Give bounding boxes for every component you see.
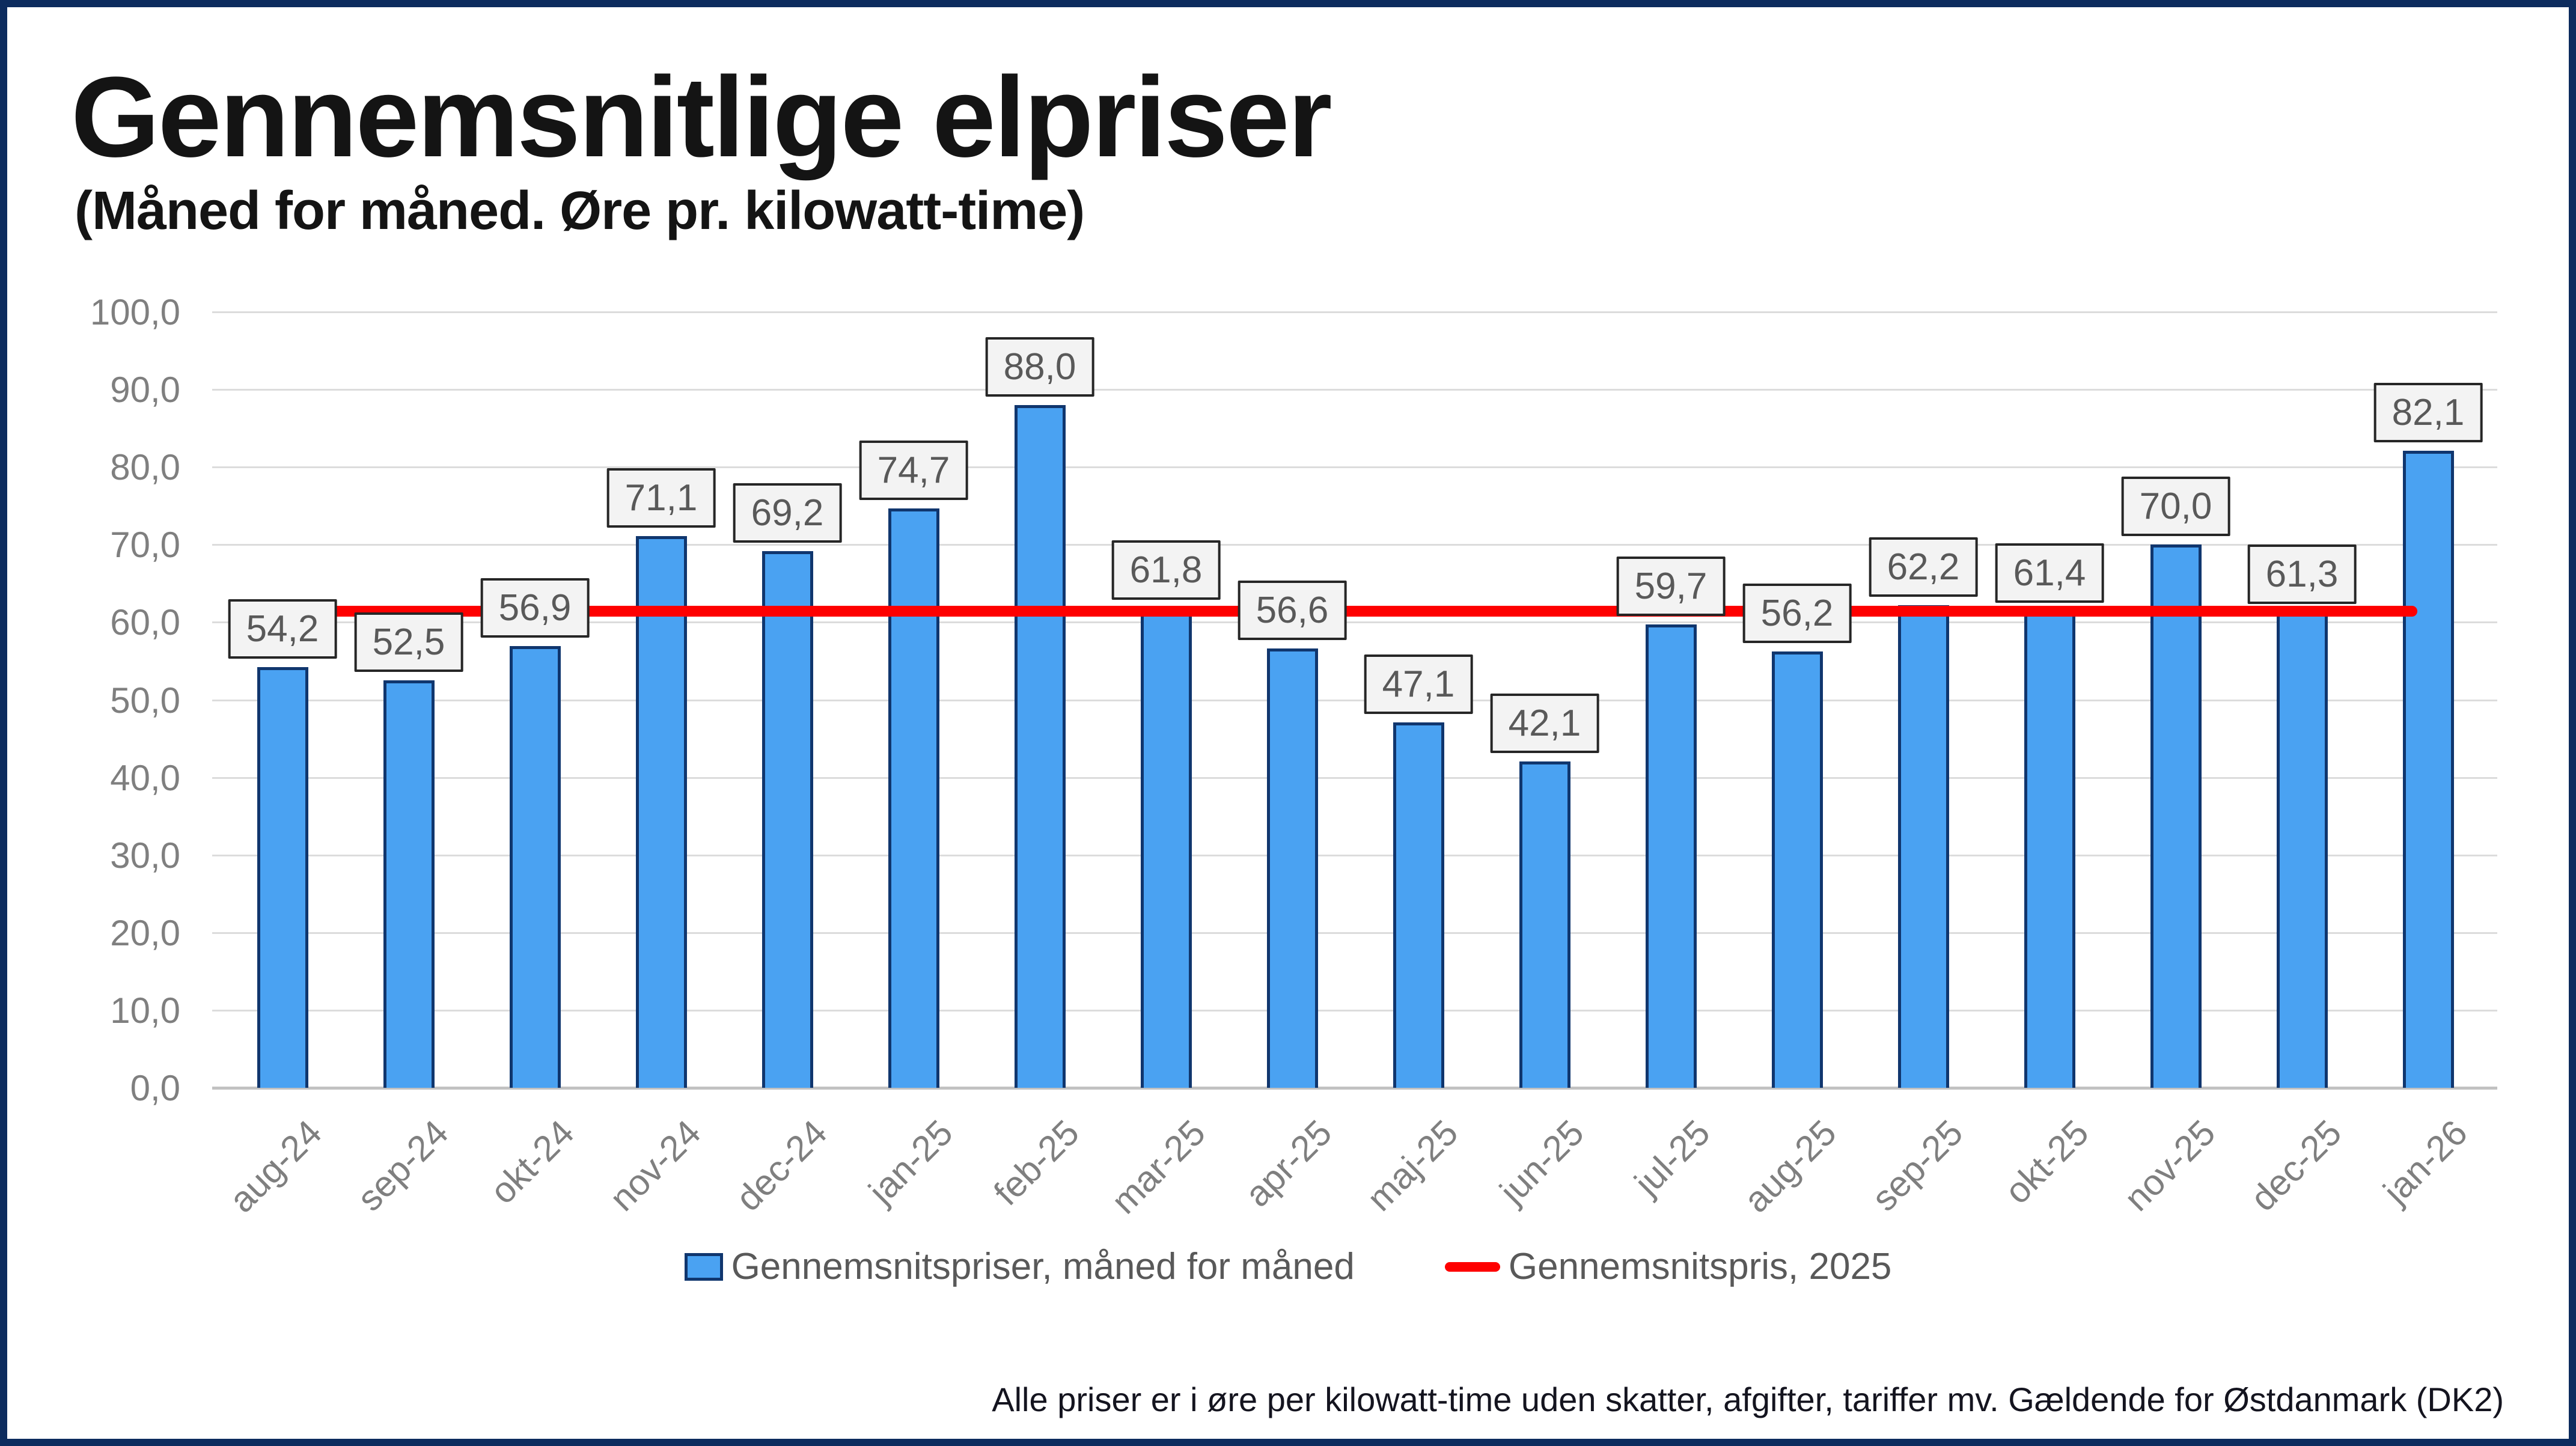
bar-value-label: 56,9 [480,578,590,638]
bar-value-label: 59,7 [1616,557,1726,617]
bar-okt-24 [509,646,561,1088]
y-tick-label: 80,0 [110,447,180,488]
bar-value-label: 71,1 [606,468,716,528]
bar-value-label: 61,4 [1995,543,2104,603]
bar-jun-25 [1519,761,1570,1088]
x-tick-label: mar-25 [1103,1112,1213,1222]
y-tick-label: 0,0 [130,1068,180,1108]
bar-sep-24 [383,680,435,1088]
footnote: Alle priser er i øre per kilowatt-time u… [992,1380,2504,1418]
bar-value-label: 88,0 [985,337,1094,397]
y-tick-label: 20,0 [110,912,180,953]
bar-value-label: 61,3 [2247,544,2357,604]
y-tick-label: 10,0 [110,990,180,1031]
y-tick-label: 100,0 [90,292,180,332]
x-tick-label: aug-24 [221,1112,330,1221]
x-tick-label: feb-25 [986,1112,1087,1213]
page-title: Gennemsnitlige elpriser [71,53,1332,181]
bar-value-label: 61,8 [1111,540,1221,600]
x-tick-label: sep-24 [349,1112,456,1219]
legend-item-line: Gennemsnitspris, 2025 [1444,1245,1892,1288]
average-price-line [282,606,2417,617]
bar-nov-25 [2150,545,2202,1088]
x-tick-label: dec-24 [727,1112,835,1219]
bar-mar-25 [1140,608,1192,1088]
x-tick-label: nov-25 [2116,1112,2223,1219]
bar-maj-25 [1393,722,1444,1088]
bar-value-label: 42,1 [1490,693,1599,753]
bar-value-label: 56,2 [1742,584,1852,644]
gridline [212,776,2497,779]
chart-plot-area: 0,0 10,0 20,0 30,0 40,0 50,0 60,0 70,0 80,0 90,0 1… [90,292,2497,1221]
bar-jul-25 [1645,624,1697,1088]
x-tick-label: okt-24 [482,1112,582,1212]
bar-apr-25 [1266,648,1318,1088]
chart-legend: Gennemsnitspriser, måned for måned Genne… [0,1245,2576,1288]
gridline [212,621,2497,624]
line-series-swatch-icon [1444,1261,1500,1272]
bar-aug-25 [1771,651,1823,1088]
bar-feb-25 [1014,404,1066,1088]
gridline [212,389,2497,391]
gridline [212,854,2497,856]
bar-value-label: 62,2 [1869,537,1978,597]
bar-value-label: 70,0 [2121,477,2230,537]
bar-value-label: 47,1 [1364,654,1473,714]
y-tick-label: 60,0 [110,602,180,643]
y-tick-label: 30,0 [110,835,180,876]
legend-bars-label: Gennemsnitspriser, måned for måned [731,1246,1355,1287]
bar-value-label: 54,2 [228,599,337,659]
bar-aug-24 [257,667,308,1088]
gridline [212,1009,2497,1011]
x-tick-label: okt-25 [1997,1112,2097,1212]
gridline [212,699,2497,701]
x-tick-label: jan-26 [2375,1112,2476,1212]
bar-jan-26 [2402,451,2454,1088]
bar-series-swatch-icon [684,1252,723,1281]
x-axis-line [212,1087,2497,1090]
gridline [212,311,2497,313]
x-tick-label: aug-25 [1736,1112,1845,1221]
bar-value-label: 74,7 [859,440,968,500]
x-tick-label: maj-25 [1359,1112,1466,1219]
x-tick-label: jun-25 [1492,1112,1592,1212]
legend-line-label: Gennemsnitspris, 2025 [1508,1246,1892,1287]
y-tick-label: 40,0 [110,757,180,798]
bar-dec-24 [762,551,813,1088]
x-tick-label: sep-25 [1863,1112,1971,1219]
legend-item-bars: Gennemsnitspriser, måned for måned [684,1245,1355,1288]
bar-dec-25 [2276,612,2328,1088]
bar-jan-25 [888,508,939,1088]
bar-value-label: 52,5 [354,612,463,673]
page-subtitle: (Måned for måned. Øre pr. kilowatt-time) [75,181,1085,241]
y-tick-label: 70,0 [110,525,180,566]
x-tick-label: jul-25 [1626,1112,1718,1203]
y-tick-label: 90,0 [110,370,180,410]
gridline [212,466,2497,469]
y-tick-label: 50,0 [110,680,180,721]
x-tick-label: apr-25 [1237,1112,1340,1215]
gridline [212,544,2497,546]
bar-value-label: 56,6 [1238,581,1347,641]
x-tick-label: jan-25 [861,1112,961,1212]
bar-value-label: 69,2 [733,483,842,543]
x-tick-label: nov-24 [601,1112,709,1219]
bar-okt-25 [2024,611,2075,1088]
bar-value-label: 82,1 [2373,383,2483,443]
bar-nov-24 [635,536,687,1088]
gridline [212,932,2497,934]
x-tick-label: dec-25 [2242,1112,2349,1219]
bar-sep-25 [1897,605,1949,1088]
